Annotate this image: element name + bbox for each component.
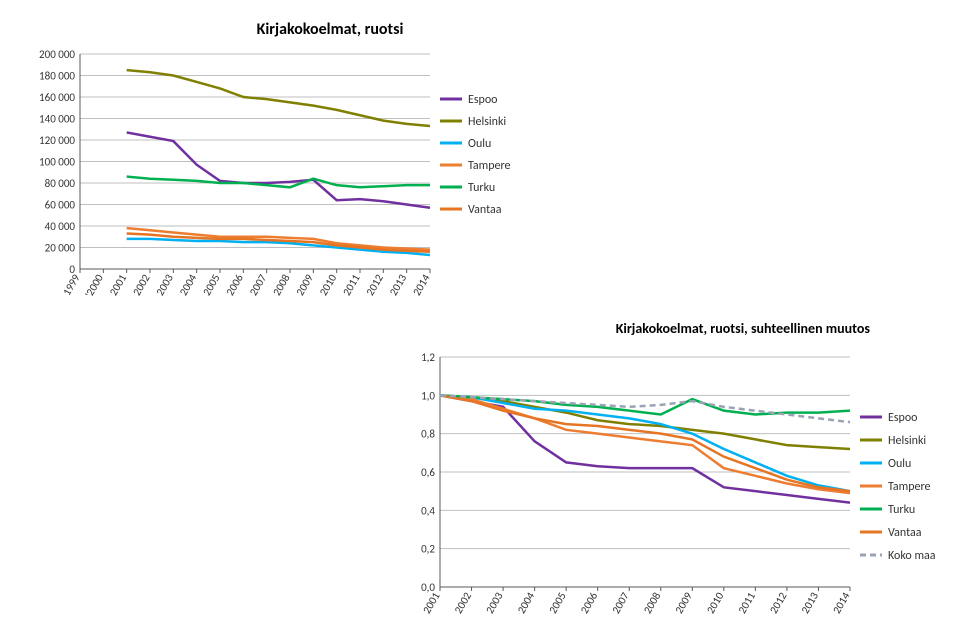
svg-text:2006: 2006 xyxy=(578,590,601,616)
svg-text:2011: 2011 xyxy=(736,590,759,616)
svg-text:2007: 2007 xyxy=(247,272,270,298)
svg-text:160 000: 160 000 xyxy=(39,91,75,104)
svg-text:Espoo: Espoo xyxy=(468,93,498,107)
chart-1: Kirjakokoelmat, ruotsi 020 00040 00060 0… xyxy=(20,20,540,320)
svg-text:2009: 2009 xyxy=(294,272,317,298)
svg-text:2013: 2013 xyxy=(799,590,822,616)
svg-text:1,0: 1,0 xyxy=(421,389,435,402)
svg-text:2004: 2004 xyxy=(177,272,200,298)
svg-text:2011: 2011 xyxy=(340,272,363,298)
svg-text:Oulu: Oulu xyxy=(888,457,911,471)
chart1-title: Kirjakokoelmat, ruotsi xyxy=(120,20,540,39)
svg-text:2005: 2005 xyxy=(546,590,568,616)
svg-text:2013: 2013 xyxy=(387,272,410,298)
svg-text:Tampere: Tampere xyxy=(468,159,511,173)
svg-text:200 000: 200 000 xyxy=(39,48,75,61)
svg-text:2005: 2005 xyxy=(200,272,222,298)
svg-text:Turku: Turku xyxy=(468,181,495,195)
chart1-svg: 020 00040 00060 00080 000100 000120 0001… xyxy=(20,44,540,324)
svg-text:2007: 2007 xyxy=(609,590,632,616)
svg-text:0,2: 0,2 xyxy=(421,543,435,556)
svg-text:2008: 2008 xyxy=(270,272,293,298)
svg-text:2003: 2003 xyxy=(154,272,177,298)
svg-text:2004: 2004 xyxy=(515,590,538,616)
svg-text:2008: 2008 xyxy=(641,590,664,616)
svg-text:80 000: 80 000 xyxy=(45,177,76,190)
svg-text:180 000: 180 000 xyxy=(39,70,75,83)
svg-text:2010: 2010 xyxy=(704,590,727,616)
svg-text:1,2: 1,2 xyxy=(421,351,435,364)
svg-text:100 000: 100 000 xyxy=(39,156,75,169)
svg-text:2006: 2006 xyxy=(224,272,247,298)
svg-text:2001: 2001 xyxy=(107,272,130,298)
svg-text:1999: 1999 xyxy=(60,272,83,298)
svg-text:Turku: Turku xyxy=(888,503,915,517)
svg-text:Oulu: Oulu xyxy=(468,137,491,151)
svg-text:Espoo: Espoo xyxy=(888,411,918,425)
svg-text:2014: 2014 xyxy=(830,590,853,616)
svg-text:20 000: 20 000 xyxy=(45,242,76,255)
svg-text:0,6: 0,6 xyxy=(421,466,435,479)
svg-text:2012: 2012 xyxy=(767,590,790,616)
chart-2: Kirjakokoelmat, ruotsi, suhteellinen muu… xyxy=(390,320,960,640)
svg-text:140 000: 140 000 xyxy=(39,113,75,126)
svg-text:60 000: 60 000 xyxy=(45,199,76,212)
svg-text:2012: 2012 xyxy=(364,272,387,298)
svg-text:Helsinki: Helsinki xyxy=(468,115,506,129)
svg-text:2009: 2009 xyxy=(672,590,695,616)
svg-text:'2000: '2000 xyxy=(82,272,106,300)
svg-text:0,4: 0,4 xyxy=(421,504,435,517)
svg-text:2002: 2002 xyxy=(452,590,475,616)
svg-text:2003: 2003 xyxy=(483,590,506,616)
svg-text:Tampere: Tampere xyxy=(888,480,931,494)
svg-text:2014: 2014 xyxy=(410,272,433,298)
svg-text:0,8: 0,8 xyxy=(421,428,435,441)
svg-text:Koko maa: Koko maa xyxy=(888,549,936,563)
svg-text:40 000: 40 000 xyxy=(45,220,76,233)
svg-text:2010: 2010 xyxy=(317,272,340,298)
svg-text:120 000: 120 000 xyxy=(39,134,75,147)
chart2-svg: 0,00,20,40,60,81,01,22001200220032004200… xyxy=(390,342,960,642)
chart2-title: Kirjakokoelmat, ruotsi, suhteellinen muu… xyxy=(390,320,960,337)
svg-text:Helsinki: Helsinki xyxy=(888,434,926,448)
svg-text:Vantaa: Vantaa xyxy=(888,526,922,540)
svg-text:Vantaa: Vantaa xyxy=(468,203,502,217)
svg-text:2002: 2002 xyxy=(130,272,153,298)
